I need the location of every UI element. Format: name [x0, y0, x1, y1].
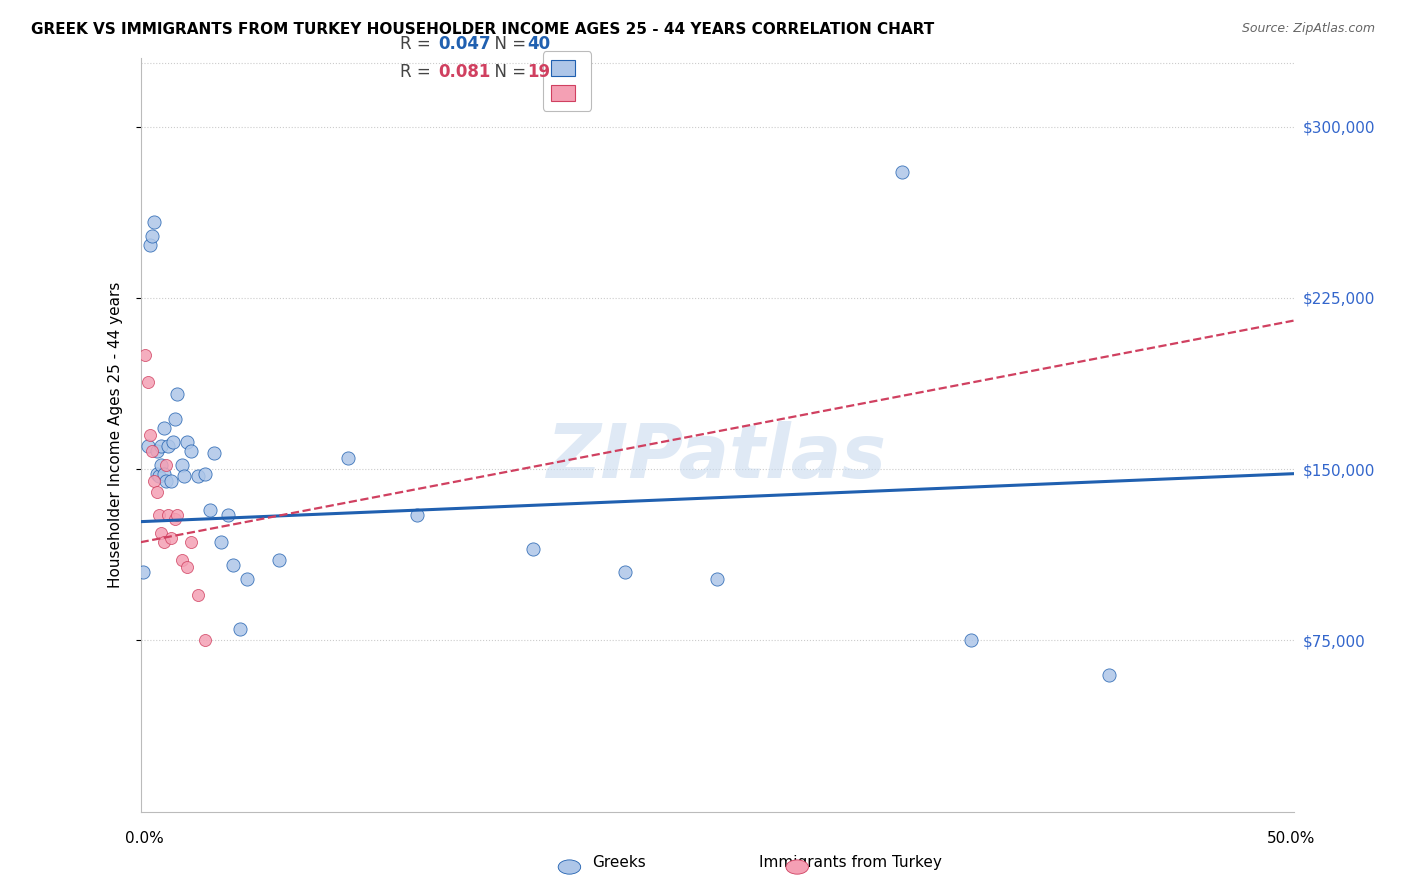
Point [165, 512, 187, 526]
Point [173, 469, 195, 483]
Text: 40: 40 [527, 36, 550, 54]
Text: Greeks: Greeks [592, 855, 645, 870]
Point [136, 439, 159, 453]
Point [155, 474, 177, 488]
Point [152, 535, 174, 549]
Y-axis label: Householder Income Ages 25 - 44 years: Householder Income Ages 25 - 44 years [107, 282, 122, 588]
Text: 50.0%: 50.0% [1267, 831, 1315, 846]
Point [180, 535, 202, 549]
Point [194, 467, 217, 481]
Point [141, 443, 163, 458]
Point [159, 531, 181, 545]
Point [148, 508, 170, 522]
Point [152, 421, 174, 435]
Text: Immigrants from Turkey: Immigrants from Turkey [759, 855, 942, 870]
Point [176, 434, 198, 449]
Point [172, 458, 194, 472]
Point [959, 633, 981, 648]
Point [1098, 667, 1121, 681]
Point [229, 622, 252, 636]
Point [187, 469, 209, 483]
Point [148, 469, 170, 483]
Point [157, 439, 180, 453]
Point [150, 458, 173, 472]
Point [187, 588, 209, 602]
Point [139, 238, 162, 252]
Text: ZIPatlas: ZIPatlas [547, 421, 887, 494]
Point [136, 376, 159, 390]
Point [166, 386, 188, 401]
Point [159, 474, 181, 488]
Point [176, 560, 198, 574]
Point [166, 508, 188, 522]
Point [706, 572, 728, 586]
Point [150, 526, 173, 541]
Point [194, 633, 217, 648]
Point [155, 458, 177, 472]
Point [145, 485, 167, 500]
Point [145, 443, 167, 458]
Point [180, 443, 202, 458]
Point [198, 503, 221, 517]
Text: 0.047: 0.047 [439, 36, 491, 54]
Point [890, 165, 912, 179]
Point [150, 439, 173, 453]
Point [235, 572, 257, 586]
Point [522, 542, 544, 557]
Text: 0.0%: 0.0% [125, 831, 165, 846]
Point [172, 553, 194, 567]
Text: Source: ZipAtlas.com: Source: ZipAtlas.com [1241, 22, 1375, 36]
Point [613, 565, 636, 579]
Legend: , : , [543, 51, 592, 111]
Point [134, 348, 156, 362]
Text: R =: R = [401, 62, 436, 80]
Point [132, 565, 155, 579]
Point [217, 508, 239, 522]
Text: 19: 19 [527, 62, 550, 80]
Text: GREEK VS IMMIGRANTS FROM TURKEY HOUSEHOLDER INCOME AGES 25 - 44 YEARS CORRELATIO: GREEK VS IMMIGRANTS FROM TURKEY HOUSEHOL… [31, 22, 934, 37]
Point [165, 412, 187, 426]
Text: R =: R = [401, 36, 436, 54]
Point [145, 467, 167, 481]
Point [143, 215, 166, 229]
Point [202, 446, 225, 460]
Text: N =: N = [484, 36, 531, 54]
Point [141, 229, 163, 244]
Point [337, 450, 360, 465]
Point [162, 434, 184, 449]
Point [157, 508, 180, 522]
Text: N =: N = [484, 62, 531, 80]
Point [139, 427, 162, 442]
Point [222, 558, 245, 572]
Point [406, 508, 429, 522]
Point [209, 535, 232, 549]
Text: 0.081: 0.081 [439, 62, 491, 80]
Point [267, 553, 290, 567]
Point [152, 467, 174, 481]
Point [143, 474, 166, 488]
